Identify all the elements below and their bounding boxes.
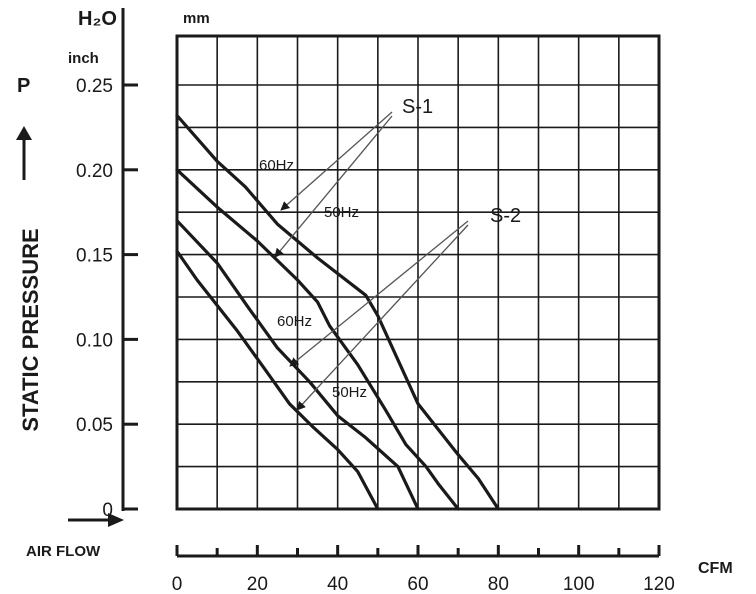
- airflow-arrow-icon: [68, 513, 124, 527]
- y-tick-label: 0: [102, 500, 113, 521]
- x-axis: 0 20 40 60 80 100 120: [172, 545, 675, 594]
- y-unit-inch: inch: [68, 50, 99, 67]
- x-tick-label: 40: [327, 574, 348, 594]
- label-s2-50hz: 50Hz: [332, 384, 367, 401]
- x-tick-label: 100: [563, 574, 595, 594]
- y-unit-h2o: H₂O: [78, 8, 117, 30]
- y-tick-label: 0.20: [76, 161, 113, 182]
- y-tick-label: 0.25: [76, 76, 113, 97]
- curve-s-2-50hz: [175, 249, 380, 511]
- y-unit-mm: mm: [183, 10, 210, 27]
- label-s2: S-2: [490, 205, 521, 227]
- label-s1-50hz: 50Hz: [324, 204, 359, 221]
- y-axis-label: STATIC PRESSURE: [18, 228, 43, 431]
- leader-s1-60: [280, 111, 393, 211]
- y-tick-label: 0.05: [76, 415, 113, 436]
- leader-s1-50: [274, 115, 393, 258]
- series-curves: [175, 113, 500, 511]
- pressure-arrow-icon: [16, 126, 32, 180]
- label-s1: S-1: [402, 96, 433, 118]
- y-symbol: P: [17, 75, 30, 97]
- plot-grid: [177, 36, 659, 509]
- x-tick-label: 0: [172, 574, 183, 594]
- annotations: S-1 S-2 60Hz 50Hz 60Hz 50Hz: [259, 96, 521, 411]
- x-tick-label: 80: [488, 574, 509, 594]
- x-unit-cfm: CFM: [698, 560, 733, 577]
- curve-s-1-50hz: [175, 168, 460, 511]
- curve-s-2-60hz: [175, 219, 420, 511]
- label-s2-60hz: 60Hz: [277, 313, 312, 330]
- curve-s-1-60hz: [175, 113, 500, 511]
- y-tick-labels: 0 0.05 0.10 0.15 0.20 0.25: [76, 76, 138, 521]
- x-tick-label: 20: [247, 574, 268, 594]
- x-axis-label: AIR FLOW: [26, 543, 101, 560]
- x-tick-label: 120: [643, 574, 675, 594]
- y-tick-label: 0.10: [76, 330, 113, 351]
- leader-s2-60: [289, 220, 469, 367]
- leader-s2-50: [296, 224, 469, 411]
- y-tick-label: 0.15: [76, 246, 113, 267]
- x-tick-label: 60: [407, 574, 428, 594]
- label-s1-60hz: 60Hz: [259, 157, 294, 174]
